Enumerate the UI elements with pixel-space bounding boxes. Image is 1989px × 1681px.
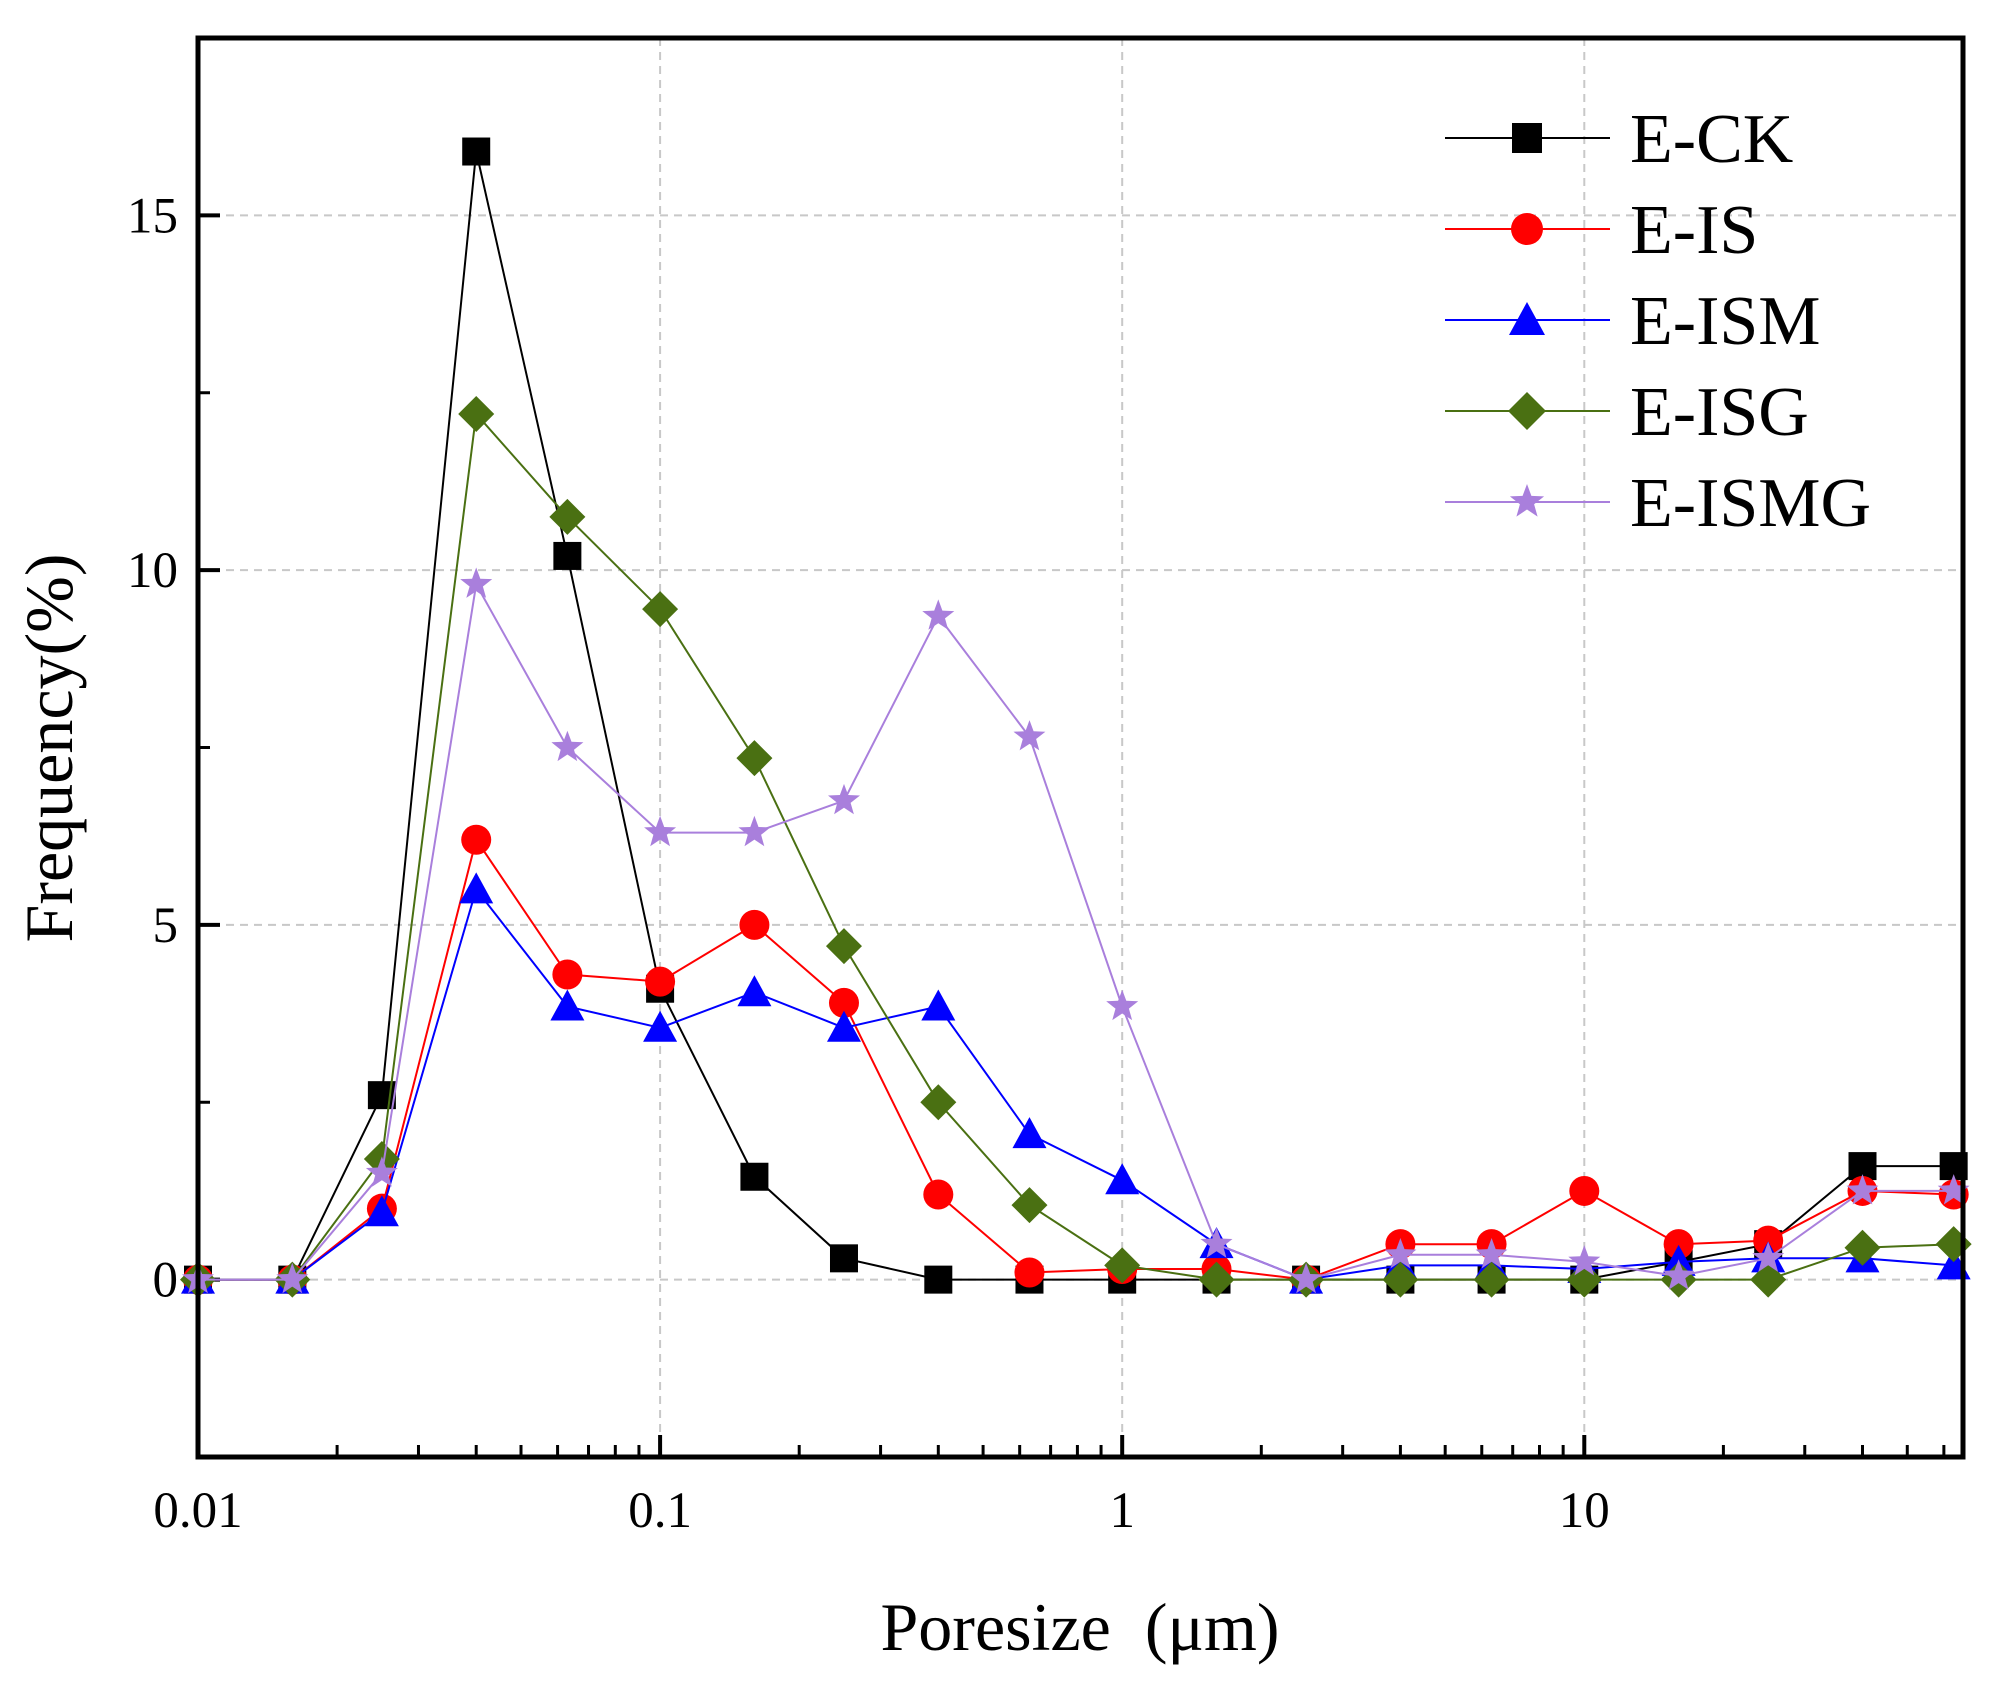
data-point (549, 498, 586, 535)
data-point (1384, 1238, 1417, 1269)
y-tick-label: 0 (153, 1253, 179, 1309)
data-point (921, 989, 956, 1021)
data-point (1937, 1174, 1970, 1205)
data-point (740, 1162, 769, 1191)
x-tick-label: 0.1 (628, 1483, 692, 1539)
data-point (1752, 1241, 1785, 1272)
data-point (1663, 1229, 1694, 1260)
legend-item-e-ism: E-ISM (1445, 283, 1821, 360)
y-tick-label: 15 (127, 188, 178, 244)
data-point (1569, 1175, 1600, 1206)
legend-item-e-is: E-IS (1445, 192, 1758, 269)
series-e-isg (180, 396, 1972, 1298)
data-point (922, 599, 955, 630)
legend-label: E-IS (1630, 192, 1758, 269)
series-line (198, 887, 1954, 1281)
legend-item-e-ck: E-CK (1445, 101, 1793, 178)
data-point (1200, 1227, 1233, 1258)
data-point (1012, 1117, 1047, 1149)
x-tick-label: 0.01 (153, 1483, 242, 1539)
data-point (1105, 1163, 1140, 1195)
data-point (1013, 720, 1046, 751)
data-point (1011, 1187, 1048, 1224)
data-point (1935, 1226, 1972, 1263)
data-point (642, 591, 679, 628)
data-point (1014, 1257, 1045, 1288)
series-line (198, 837, 1954, 1281)
legend-label: E-ISM (1630, 283, 1821, 360)
legend-label: E-ISG (1630, 374, 1809, 451)
data-point (737, 975, 772, 1007)
data-point (460, 567, 493, 598)
legend: E-CK E-IS E-ISM E-ISG E-ISMG (1445, 101, 1871, 542)
data-point (1475, 1238, 1508, 1269)
y-axis-title: Frequency(%) (11, 554, 87, 943)
data-point (458, 396, 495, 433)
data-point (828, 783, 860, 815)
data-point (462, 137, 491, 166)
series-line (198, 151, 1954, 1281)
data-point (1198, 1261, 1235, 1298)
data-point (924, 1265, 953, 1294)
series-e-ism (181, 872, 1971, 1294)
legend-marker (1512, 123, 1542, 153)
x-tick-label: 10 (1559, 1483, 1610, 1539)
data-point (738, 815, 771, 847)
data-point (644, 815, 677, 847)
legend-marker (1508, 392, 1546, 430)
data-point (1473, 1261, 1510, 1298)
data-point (645, 966, 676, 997)
data-point (550, 989, 585, 1021)
data-point (553, 541, 582, 570)
data-point (826, 1010, 861, 1042)
y-tick-label: 5 (153, 898, 179, 954)
data-point (1662, 1259, 1695, 1290)
grid (198, 38, 1963, 1457)
data-point (1844, 1229, 1881, 1266)
data-point (828, 987, 859, 1018)
data-point (365, 1156, 398, 1187)
data-point (551, 730, 584, 762)
data-point (739, 909, 770, 940)
data-point (364, 1195, 399, 1227)
data-point (736, 740, 773, 777)
legend-item-e-isg: E-ISG (1445, 374, 1809, 451)
data-point (825, 928, 862, 965)
data-point (1290, 1262, 1323, 1294)
x-tick-label: 1 (1109, 1483, 1135, 1539)
legend-marker (1511, 213, 1543, 245)
data-point (1104, 1247, 1141, 1284)
data-point (1566, 1261, 1603, 1298)
legend-label: E-ISMG (1630, 465, 1871, 542)
data-point (829, 1244, 858, 1273)
series-e-is (183, 824, 1969, 1295)
legend-label: E-CK (1630, 101, 1793, 178)
data-point (461, 824, 492, 855)
series-e-ismg (182, 567, 1970, 1294)
data-point (552, 959, 583, 990)
data-point (923, 1179, 954, 1210)
data-point (1846, 1174, 1879, 1205)
data-point (1568, 1245, 1601, 1276)
data-point (920, 1084, 957, 1121)
legend-item-e-ismg: E-ISMG (1445, 465, 1871, 542)
series-layer (180, 137, 1972, 1298)
data-point (1753, 1225, 1784, 1256)
data-point (1382, 1261, 1419, 1298)
data-point (643, 1010, 678, 1042)
y-tick-label: 10 (127, 543, 178, 599)
legend-marker (1509, 302, 1545, 335)
legend-marker (1509, 484, 1545, 517)
series-line (198, 411, 1954, 1281)
data-point (1106, 989, 1139, 1021)
plot-frame (195, 35, 1966, 1460)
series-line (198, 581, 1954, 1281)
data-point (276, 1262, 309, 1294)
data-point (459, 872, 494, 904)
x-axis-title: Poresize (μm) (880, 1589, 1279, 1665)
